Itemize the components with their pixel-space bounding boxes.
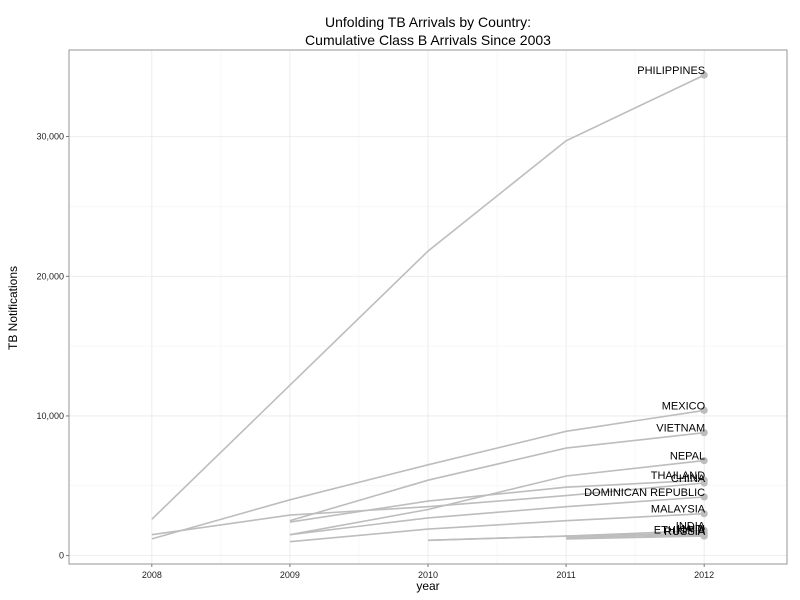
series-end-label: INDIA [676, 520, 706, 532]
series-end-label: PHILIPPINES [637, 65, 705, 77]
x-tick-label: 2012 [694, 570, 714, 580]
series-line [289, 459, 705, 536]
series-end-label: DOMINICAN REPUBLIC [584, 487, 705, 499]
series-end-point [700, 493, 708, 501]
series-end-point [700, 510, 708, 518]
series-line [151, 74, 705, 520]
y-tick-label: 10,000 [36, 411, 64, 421]
series-line [566, 535, 705, 540]
series-line [427, 532, 705, 542]
series-line [289, 512, 705, 543]
series-end-label: NEPAL [670, 451, 705, 463]
x-tick-label: 2010 [418, 570, 438, 580]
chart-title: Unfolding TB Arrivals by Country: [325, 14, 531, 30]
series-end-point [700, 406, 708, 414]
series-end-point [700, 71, 708, 79]
series-end-label: VIETNAM [656, 423, 705, 435]
x-tick-label: 2011 [556, 570, 575, 580]
series-end-point [700, 479, 708, 487]
y-tick-label: 30,000 [36, 132, 64, 142]
series-line [151, 409, 705, 540]
series-end-label: MALAYSIA [651, 504, 706, 516]
plot-border [68, 49, 788, 565]
series-end-point [700, 457, 708, 465]
series-line [289, 431, 705, 522]
x-tick-label: 2009 [280, 570, 300, 580]
series-end-label: CHINA [671, 473, 706, 485]
y-axis-title: TB Notifications [6, 266, 20, 350]
x-axis-title: year [416, 579, 439, 593]
series-end-label: MEXICO [662, 400, 706, 412]
series-line [289, 496, 705, 536]
series-end-label: ETHIOPIA [654, 525, 706, 537]
series-end-label: RUSSIA [664, 526, 706, 538]
series-end-label: HAITI [677, 523, 705, 535]
plot-area: 0 10,000 20,000 30,000 2008 2009 2010 2011 2012 P… [36, 49, 788, 580]
x-tick-label: 2008 [142, 570, 162, 580]
series-end-point [700, 532, 708, 540]
series-line [151, 482, 705, 536]
y-tick-label: 20,000 [36, 271, 64, 281]
y-tick-label: 0 [59, 551, 64, 561]
chart-subtitle: Cumulative Class B Arrivals Since 2003 [305, 32, 551, 48]
series-end-label: THAILAND [651, 470, 705, 482]
series-line [566, 533, 705, 539]
series-end-point [700, 429, 708, 437]
